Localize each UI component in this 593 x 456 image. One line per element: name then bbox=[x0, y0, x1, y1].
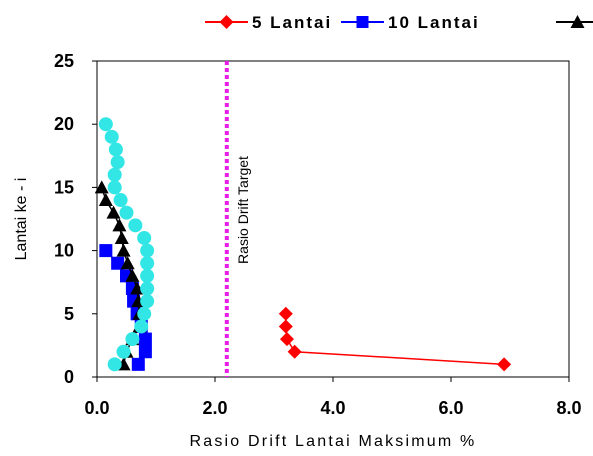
data-point bbox=[94, 180, 109, 194]
data-point bbox=[140, 243, 155, 258]
data-point bbox=[130, 281, 145, 295]
data-point bbox=[125, 332, 140, 347]
data-point bbox=[134, 319, 149, 334]
y-tick-label: 0 bbox=[64, 367, 74, 387]
y-tick-label: 25 bbox=[54, 51, 74, 71]
x-tick-label: 0.0 bbox=[84, 398, 109, 418]
data-point bbox=[140, 294, 155, 309]
data-point bbox=[120, 256, 135, 270]
data-point bbox=[107, 180, 122, 195]
y-tick-label: 15 bbox=[54, 177, 74, 197]
data-point bbox=[112, 218, 127, 232]
y-tick-label: 5 bbox=[64, 304, 74, 324]
data-point bbox=[119, 205, 134, 220]
target-line-group: Rasio Drift Target bbox=[224, 61, 251, 377]
plot-area bbox=[96, 60, 570, 378]
data-point bbox=[106, 205, 121, 219]
legend-swatch-marker-3 bbox=[570, 15, 585, 28]
data-point bbox=[111, 256, 125, 270]
data-point bbox=[110, 155, 125, 170]
data-point bbox=[113, 193, 128, 208]
data-point bbox=[98, 117, 113, 132]
data-point bbox=[140, 256, 155, 271]
data-point bbox=[140, 281, 155, 296]
legend-label-1: 5 Lantai bbox=[252, 13, 332, 32]
data-point bbox=[137, 306, 152, 321]
data-point bbox=[131, 357, 145, 371]
data-point bbox=[137, 230, 152, 245]
x-axis-title: Rasio Drift Lantai Maksimum % bbox=[190, 433, 477, 450]
data-point bbox=[138, 345, 152, 359]
x-tick-label: 4.0 bbox=[320, 398, 345, 418]
data-point bbox=[497, 357, 512, 372]
data-point bbox=[107, 357, 122, 372]
legend: 5 Lantai 10 Lantai bbox=[205, 13, 593, 32]
data-point bbox=[278, 319, 293, 334]
data-point bbox=[107, 167, 122, 182]
y-tick-label: 20 bbox=[54, 114, 74, 134]
legend-entry-3 bbox=[556, 15, 593, 28]
y-tick-label: 10 bbox=[54, 241, 74, 261]
data-point bbox=[108, 142, 123, 157]
data-point bbox=[116, 344, 131, 359]
data-point bbox=[98, 193, 113, 207]
legend-label-2: 10 Lantai bbox=[388, 13, 480, 32]
series-line-1 bbox=[285, 313, 505, 366]
x-axis: 0.0 2.0 4.0 6.0 8.0 bbox=[84, 377, 582, 418]
series-4 bbox=[98, 117, 155, 372]
legend-entry-2: 10 Lantai bbox=[341, 13, 480, 32]
data-point bbox=[116, 243, 131, 257]
data-point bbox=[99, 244, 113, 258]
y-axis: 0 5 10 15 20 25 bbox=[54, 51, 97, 387]
legend-entry-1: 5 Lantai bbox=[205, 13, 332, 32]
data-point bbox=[287, 344, 302, 359]
data-point bbox=[114, 230, 129, 244]
series-1 bbox=[278, 306, 512, 372]
y-axis-title: Lantai ke - i bbox=[13, 178, 30, 261]
data-point bbox=[278, 306, 293, 321]
x-tick-label: 8.0 bbox=[556, 398, 581, 418]
legend-swatch-marker-2 bbox=[356, 16, 369, 28]
data-point bbox=[104, 129, 119, 144]
data-point bbox=[128, 218, 143, 233]
data-point bbox=[125, 268, 140, 282]
legend-swatch-marker-1 bbox=[219, 15, 234, 29]
x-tick-label: 2.0 bbox=[202, 398, 227, 418]
data-point bbox=[140, 268, 155, 283]
data-point bbox=[279, 332, 294, 347]
target-line-label: Rasio Drift Target bbox=[235, 156, 251, 264]
data-point bbox=[138, 332, 152, 346]
series-layer bbox=[94, 117, 512, 372]
x-tick-label: 6.0 bbox=[438, 398, 463, 418]
